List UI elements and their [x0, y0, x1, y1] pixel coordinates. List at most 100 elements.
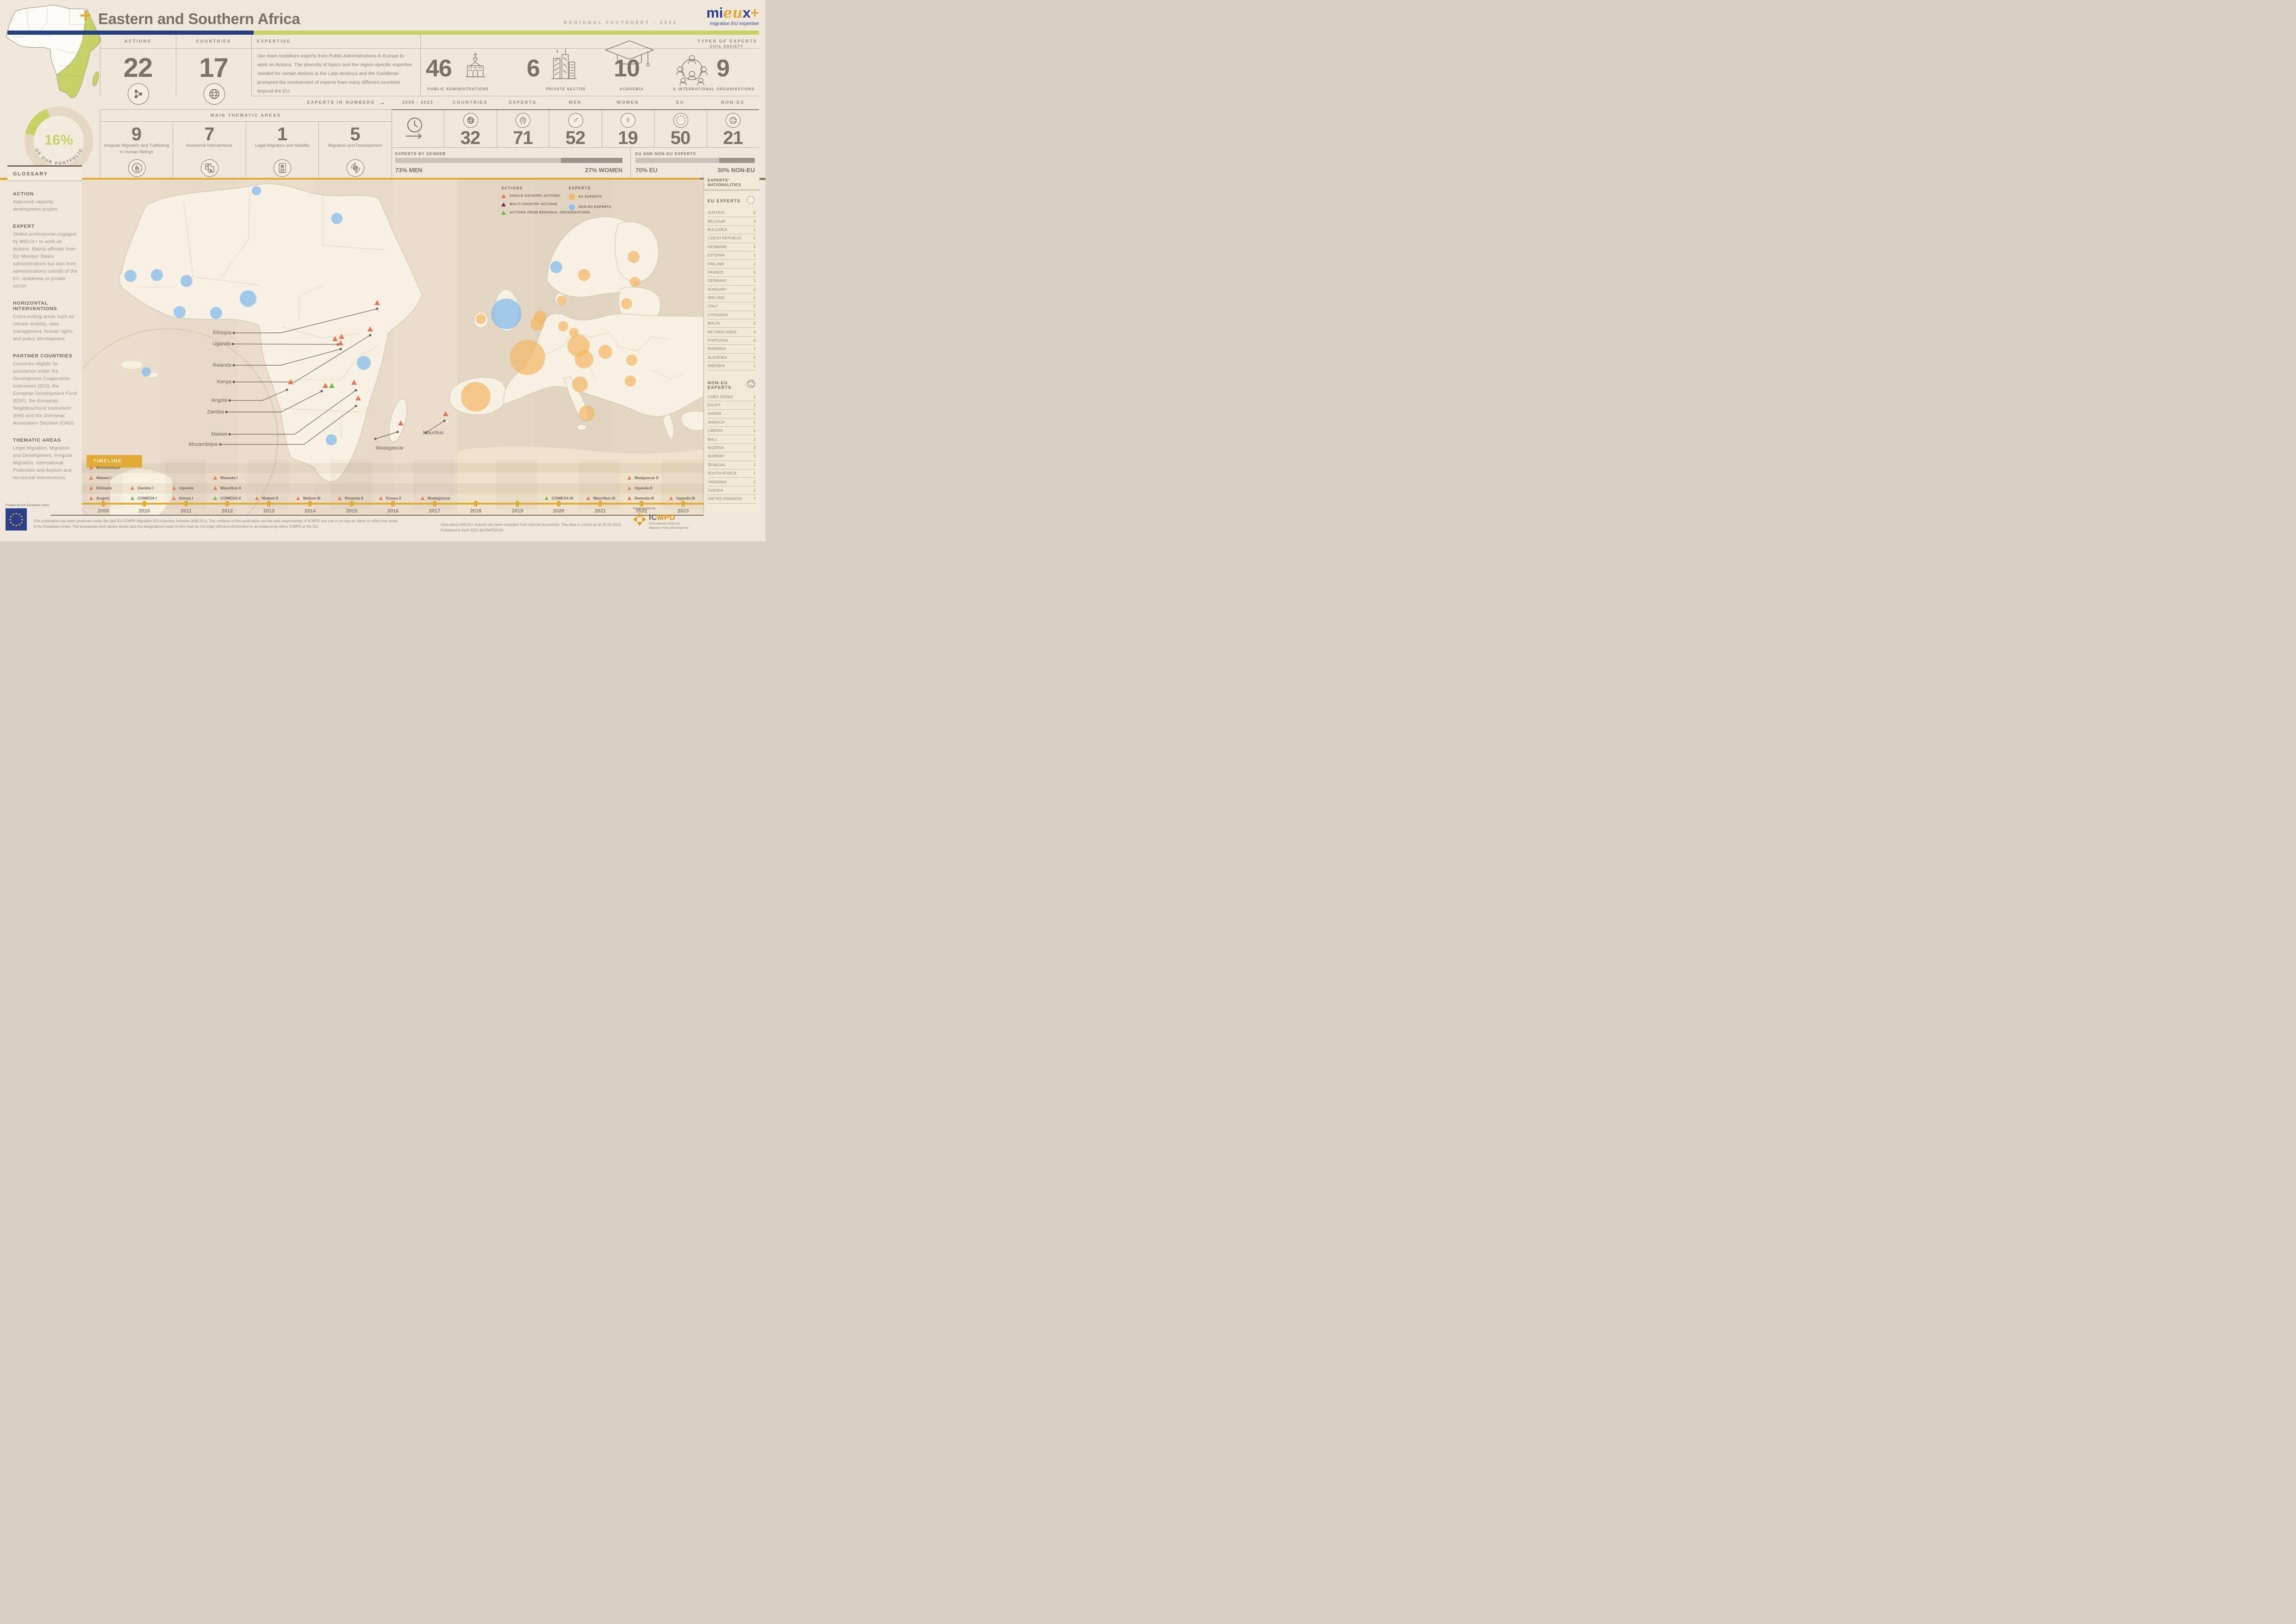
nationality-row: NETHERLANDS 4 — [708, 328, 756, 337]
skyscraper-icon — [547, 48, 579, 84]
uganda-action-b — [339, 334, 344, 339]
venus-icon: ♀ — [621, 113, 635, 128]
turkey-landmass — [681, 411, 703, 431]
svg-text:★: ★ — [678, 116, 679, 119]
svg-text:★: ★ — [680, 115, 682, 118]
gender-section-label: EXPERTS BY GENDER — [395, 151, 446, 156]
experts-in-numbers-label: EXPERTS IN NUMBERS → — [307, 99, 386, 106]
timeline-year-label: 2011 — [180, 508, 192, 514]
header-plus-icon: + — [80, 4, 92, 27]
germany — [558, 321, 568, 331]
greece-landmass — [662, 413, 674, 440]
country-label: Ethiopia — [213, 330, 231, 336]
col-men-header: MEN — [569, 100, 582, 105]
slovenia — [575, 350, 593, 369]
ethiopia-action — [374, 300, 380, 305]
country-label: Mauritius — [423, 430, 444, 436]
glossary-entries: ACTION Approved capacity development pro… — [7, 181, 82, 482]
expertise-text: Our team mobilises experts from Public A… — [257, 53, 412, 94]
timeline-year-dot — [142, 500, 147, 507]
mauritius-island — [445, 419, 450, 424]
svg-text:★: ★ — [18, 513, 21, 517]
eu-nationalities-list: AUSTRIA 6 BELGIUM 4 BULGARIA 1 CZECH REPUBLIC 1… — [704, 209, 759, 371]
nationality-row: LITHUANIA 1 — [708, 311, 756, 320]
glossary-definition: Approved capacity development project. — [13, 200, 59, 212]
nationality-row: ESTONIA 1 — [708, 251, 756, 260]
nationality-row: ITALY 2 — [708, 302, 756, 311]
eu-flag: ★ ★ ★ ★ ★ ★ ★ ★ ★ ★ ★ ★ — [6, 508, 27, 533]
timeline-year-label: 2015 — [346, 508, 358, 514]
eu-bar-noneu — [719, 158, 755, 163]
col-eu-header: EU — [676, 100, 684, 105]
private-sector-value: 6 — [527, 55, 540, 82]
senegal — [151, 269, 163, 281]
timeline-year-label: 2009 — [97, 508, 109, 514]
footer-disclaimer: This publication has been produced under… — [33, 519, 398, 529]
finland — [628, 251, 640, 263]
svg-text:★: ★ — [676, 122, 678, 125]
jamaica — [142, 367, 151, 376]
civil-society-label-top: CIVIL SOCIETY — [709, 44, 744, 49]
svg-text:★: ★ — [684, 119, 686, 122]
funded-by-label: Funded by the European Union — [6, 504, 50, 507]
hungary — [598, 345, 612, 359]
glossary-definition: Cross-cutting areas such as climate mobi… — [13, 314, 75, 342]
nationalities-title: EXPERTS' NATIONALITIES — [704, 175, 759, 190]
noneu-globe-icon — [726, 113, 740, 128]
italy — [572, 376, 588, 392]
thematic-horizontal-value: 7 — [204, 124, 214, 144]
noneu-globe-small-icon — [747, 379, 756, 391]
mali — [180, 275, 193, 287]
mauritius-action — [443, 411, 448, 416]
public-administrations-label: PUBLIC ADMINISTRATIONS — [427, 87, 489, 91]
sicily-island — [577, 424, 587, 431]
timeline-year-label: 2019 — [511, 508, 523, 514]
private-sector-label: PRIVATE SECTOR — [546, 87, 586, 91]
tanzania — [357, 356, 371, 370]
svg-text:★: ★ — [753, 197, 755, 199]
timeline-year-label: 2018 — [470, 508, 482, 514]
romania — [626, 355, 637, 366]
nationality-row: SLOVENIA 5 — [708, 354, 756, 362]
svg-text:★: ★ — [15, 524, 18, 528]
clock-period-icon — [403, 115, 429, 143]
icmpd-compass-icon — [633, 513, 646, 526]
bulgaria — [625, 375, 636, 387]
timeline-entry: COMESA I — [131, 496, 157, 500]
timeline-entry: Kenya I — [172, 496, 193, 500]
timeline-year-label: 2012 — [221, 508, 233, 514]
timeline-year-label: 2022 — [635, 508, 647, 514]
portugal — [461, 382, 491, 412]
academia-value: 10 — [614, 55, 640, 82]
legend-expert-item: NON-EU EXPERTS — [569, 204, 611, 210]
eu-noneu-section-label: EU AND NON-EU EXPERTS — [635, 151, 697, 156]
timeline-year-label: 2023 — [677, 508, 689, 514]
svg-text:★: ★ — [21, 518, 24, 522]
arrow-right-icon: → — [379, 99, 386, 106]
glossary-title: GLOSSARY — [13, 171, 48, 177]
thematic-header: MAIN THEMATIC AREAS — [210, 112, 281, 118]
svg-text:★: ★ — [682, 116, 684, 119]
timeline-entry: COMESA II — [213, 496, 241, 500]
footer-data-note: Data about MIEUX+ Actions has been compi… — [441, 523, 622, 533]
timeline-year-dot — [556, 500, 561, 507]
malta — [579, 406, 595, 421]
rwanda-action — [338, 340, 343, 345]
timeline-entry: Rwanda II — [338, 496, 363, 500]
country-label: Uganda — [212, 341, 230, 347]
glossary-panel: GLOSSARY ACTION Approved capacity develo… — [7, 165, 82, 492]
noneu-nationalities-list: CABO VERDE 1 EGYPT 1 GHANA 1 JAMAICA 1 LIBERIA 1 M… — [704, 393, 759, 504]
women-19-value: 19 — [618, 128, 638, 148]
gender-bar — [395, 158, 622, 163]
glossary-definition: Skilled professional engaged by MIEUX+ t… — [13, 232, 78, 289]
nationality-row: PORTUGAL 6 — [708, 337, 756, 345]
timeline-year-dot — [473, 500, 478, 507]
civil-society-value: 9 — [716, 55, 730, 82]
svg-text:★: ★ — [678, 123, 679, 126]
share-nodes-icon — [128, 83, 149, 105]
madagascar-highlight — [92, 71, 99, 87]
svg-text:★: ★ — [10, 521, 12, 525]
nationality-row: SENEGAL 1 — [708, 461, 756, 469]
nationality-row: SOUTH AFRICA 1 — [708, 469, 756, 478]
nationality-row: MALI 1 — [708, 435, 756, 444]
